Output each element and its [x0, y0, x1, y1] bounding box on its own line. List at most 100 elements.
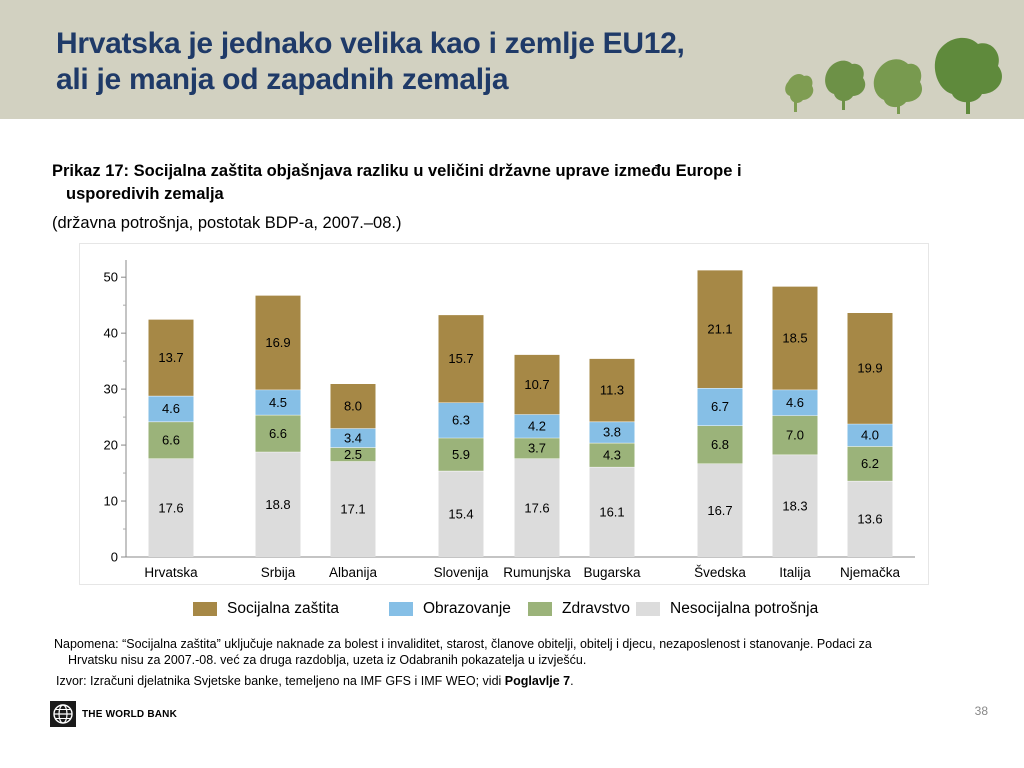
- figure-subtitle: Prikaz 17: Socijalna zaštita objašnjava …: [52, 160, 952, 206]
- bar-segment: [772, 454, 818, 557]
- source-chapter-link: Poglavlje 7: [504, 674, 571, 688]
- bar-segment: [255, 295, 301, 390]
- data-label: 15.7: [448, 351, 473, 366]
- legend-swatch: [193, 602, 217, 616]
- title-line-2: ali je manja od zapadnih zemalja: [56, 63, 509, 96]
- x-tick-label: Švedska: [694, 565, 746, 580]
- bar-segment: [847, 423, 893, 447]
- bar-segment: [438, 437, 484, 471]
- data-label: 18.8: [265, 497, 290, 512]
- data-label: 10.7: [524, 377, 549, 392]
- note-line-1: Napomena: “Socijalna zaštita” uključuje …: [54, 637, 872, 651]
- data-label: 4.5: [269, 395, 287, 410]
- bar-segment: [148, 421, 194, 459]
- legend-swatch: [389, 602, 413, 616]
- logo-text: THE WORLD BANK: [82, 708, 178, 720]
- data-label: 16.1: [599, 504, 624, 519]
- legend-label: Nesocijalna potrošnja: [670, 600, 819, 617]
- bar-segment: [438, 402, 484, 438]
- page-number: 38: [974, 704, 988, 718]
- source-suffix: .: [570, 674, 574, 688]
- y-tick-label: 40: [104, 326, 118, 341]
- legend-item: Zdravstvo: [528, 600, 630, 618]
- bar-segment: [330, 383, 376, 429]
- data-label: 17.6: [524, 500, 549, 515]
- data-label: 5.9: [452, 447, 470, 462]
- data-label: 6.6: [162, 433, 180, 448]
- bar-segment: [589, 358, 635, 422]
- note-text: Napomena: “Socijalna zaštita” uključuje …: [54, 636, 994, 668]
- data-label: 19.9: [857, 361, 882, 376]
- legend-swatch: [528, 602, 552, 616]
- globe-icon: [50, 701, 76, 727]
- data-label: 4.6: [162, 401, 180, 416]
- bar-segment: [772, 389, 818, 416]
- data-label: 17.1: [340, 502, 365, 517]
- bar-segment: [330, 447, 376, 462]
- x-tick-label: Slovenija: [434, 565, 489, 580]
- data-label: 4.6: [786, 395, 804, 410]
- legend-item: Socijalna zaštita: [193, 600, 339, 618]
- x-tick-label: Srbija: [261, 565, 296, 580]
- data-label: 15.4: [448, 506, 473, 521]
- bar-segment: [148, 395, 194, 422]
- bar-segment: [514, 458, 560, 557]
- data-label: 6.8: [711, 437, 729, 452]
- data-label: 21.1: [707, 321, 732, 336]
- europe-map-icon-1: [785, 74, 814, 112]
- bar-segment: [514, 414, 560, 438]
- data-label: 16.9: [265, 335, 290, 350]
- data-label: 3.7: [528, 441, 546, 456]
- bar-segment: [697, 387, 743, 426]
- data-label: 4.3: [603, 447, 621, 462]
- title-line-1: Hrvatska je jednako velika kao i zemlje …: [56, 27, 685, 60]
- legend-item: Nesocijalna potrošnja: [636, 600, 818, 618]
- europe-map-icon-4: [934, 37, 1003, 114]
- bar-segment: [697, 463, 743, 557]
- legend-label: Obrazovanje: [423, 600, 511, 617]
- bar-segment: [255, 414, 301, 452]
- data-label: 18.3: [782, 498, 807, 513]
- data-label: 2.5: [344, 447, 362, 462]
- data-label: 3.4: [344, 430, 362, 445]
- data-label: 6.7: [711, 399, 729, 414]
- data-label: 17.6: [158, 500, 183, 515]
- subtitle-line-1: Prikaz 17: Socijalna zaštita objašnjava …: [52, 162, 742, 180]
- data-label: 18.5: [782, 330, 807, 345]
- x-tick-label: Njemačka: [840, 565, 901, 580]
- header-band: Hrvatska je jednako velika kao i zemlje …: [0, 0, 1024, 119]
- world-bank-logo: THE WORLD BANK: [50, 700, 177, 728]
- bar-segment: [330, 428, 376, 448]
- legend-label: Socijalna zaštita: [227, 600, 340, 617]
- bar-segment: [697, 425, 743, 464]
- data-label: 13.6: [857, 511, 882, 526]
- bar-segment: [514, 437, 560, 459]
- source-prefix: Izvor: Izračuni djelatnika Svjetske bank…: [56, 674, 505, 688]
- data-label: 6.3: [452, 413, 470, 428]
- data-label: 8.0: [344, 398, 362, 413]
- x-tick-label: Bugarska: [583, 565, 641, 580]
- chart-legend: Socijalna zaštita Obrazovanje Zdravstvo Nes…: [0, 600, 1024, 622]
- y-tick-label: 10: [104, 494, 118, 509]
- y-tick-label: 50: [104, 270, 118, 285]
- bar-segment: [589, 421, 635, 443]
- bar-segment: [589, 442, 635, 467]
- x-tick-label: Hrvatska: [144, 565, 198, 580]
- bar-segment: [255, 451, 301, 557]
- bar-segment: [697, 269, 743, 388]
- europe-map-icon-3: [873, 59, 923, 114]
- data-label: 3.8: [603, 425, 621, 440]
- x-tick-label: Albanija: [329, 565, 378, 580]
- slide-title: Hrvatska je jednako velika kao i zemlje …: [56, 26, 685, 98]
- chart-frame: 0 10 20 30 40 50 17.6 6.6 4.6 13.7 Hrvatska 18.8 6.6…: [79, 243, 929, 585]
- x-tick-label: Italija: [779, 565, 811, 580]
- legend-swatch: [636, 602, 660, 616]
- source-text: Izvor: Izračuni djelatnika Svjetske bank…: [56, 673, 574, 689]
- bar-segment: [330, 461, 376, 557]
- bar-segment: [438, 314, 484, 403]
- y-tick-label: 20: [104, 438, 118, 453]
- bar-segment: [772, 286, 818, 390]
- bar-segment: [847, 312, 893, 424]
- data-label: 6.6: [269, 426, 287, 441]
- bar-segment: [514, 354, 560, 415]
